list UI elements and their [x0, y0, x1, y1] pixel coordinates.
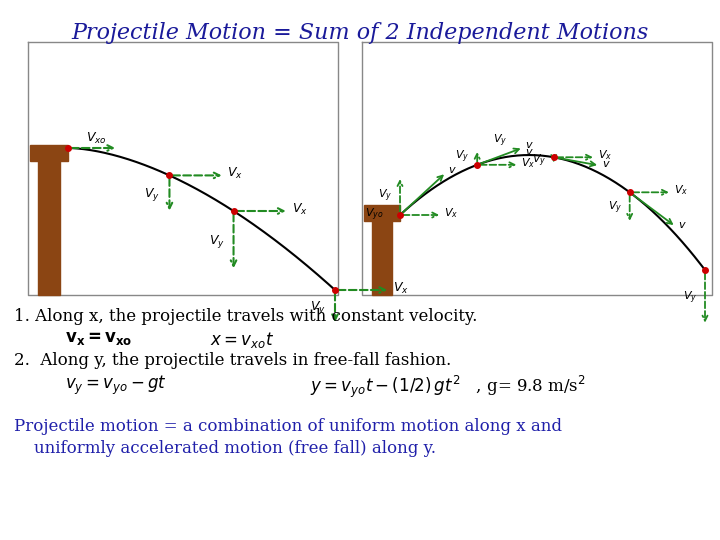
Text: $y = v_{yo}t - (1/2)\,gt^2$   , g= 9.8 m/s$^2$: $y = v_{yo}t - (1/2)\,gt^2$ , g= 9.8 m/s… — [310, 374, 585, 400]
Text: $V_x$: $V_x$ — [393, 280, 409, 295]
Text: $x = v_{xo}t$: $x = v_{xo}t$ — [210, 330, 274, 350]
Text: $V_x$: $V_x$ — [674, 184, 688, 197]
Bar — [30, 145, 68, 161]
Text: Projectile motion = a combination of uniform motion along x and: Projectile motion = a combination of uni… — [14, 418, 562, 435]
Bar — [364, 205, 400, 221]
Text: $\mathbf{v_x{=}v_{xo}}$: $\mathbf{v_x{=}v_{xo}}$ — [65, 330, 132, 347]
Text: uniformly accelerated motion (free fall) along y.: uniformly accelerated motion (free fall)… — [34, 440, 436, 457]
Text: $V_y$: $V_y$ — [145, 186, 161, 203]
Text: $V_y$: $V_y$ — [455, 148, 469, 165]
Text: $V_x$: $V_x$ — [598, 148, 612, 162]
Text: $v$: $v$ — [602, 159, 611, 168]
Bar — [38, 155, 60, 295]
Text: $V_y$: $V_y$ — [310, 299, 326, 315]
Text: $V_y$: $V_y$ — [493, 133, 508, 149]
Text: $v$: $v$ — [526, 147, 534, 158]
Text: $V_y$: $V_y$ — [683, 289, 697, 306]
Text: $v$: $v$ — [448, 165, 457, 176]
Text: $V_y$: $V_y$ — [209, 233, 225, 249]
Text: 2.  Along y, the projectile travels in free-fall fashion.: 2. Along y, the projectile travels in fr… — [14, 352, 451, 369]
Text: $v_y = v_{yo} - gt$: $v_y = v_{yo} - gt$ — [65, 374, 167, 397]
Text: $v$: $v$ — [526, 140, 534, 151]
Text: $V_y$: $V_y$ — [532, 153, 546, 169]
Text: $V_y$: $V_y$ — [608, 200, 622, 216]
Text: $V_x$: $V_x$ — [292, 201, 307, 217]
Text: Projectile Motion = Sum of 2 Independent Motions: Projectile Motion = Sum of 2 Independent… — [71, 22, 649, 44]
Text: $v$: $v$ — [678, 220, 687, 229]
Text: $V_{yo}$: $V_{yo}$ — [365, 207, 384, 223]
Text: 1. Along x, the projectile travels with constant velocity.: 1. Along x, the projectile travels with … — [14, 308, 477, 325]
Text: $V_x$: $V_x$ — [521, 156, 536, 170]
Text: $V_x$: $V_x$ — [444, 206, 458, 220]
Text: $V_y$: $V_y$ — [378, 187, 392, 204]
Text: $V_x$: $V_x$ — [228, 166, 243, 181]
Bar — [372, 215, 392, 295]
Text: $V_{xo}$: $V_{xo}$ — [86, 131, 107, 146]
